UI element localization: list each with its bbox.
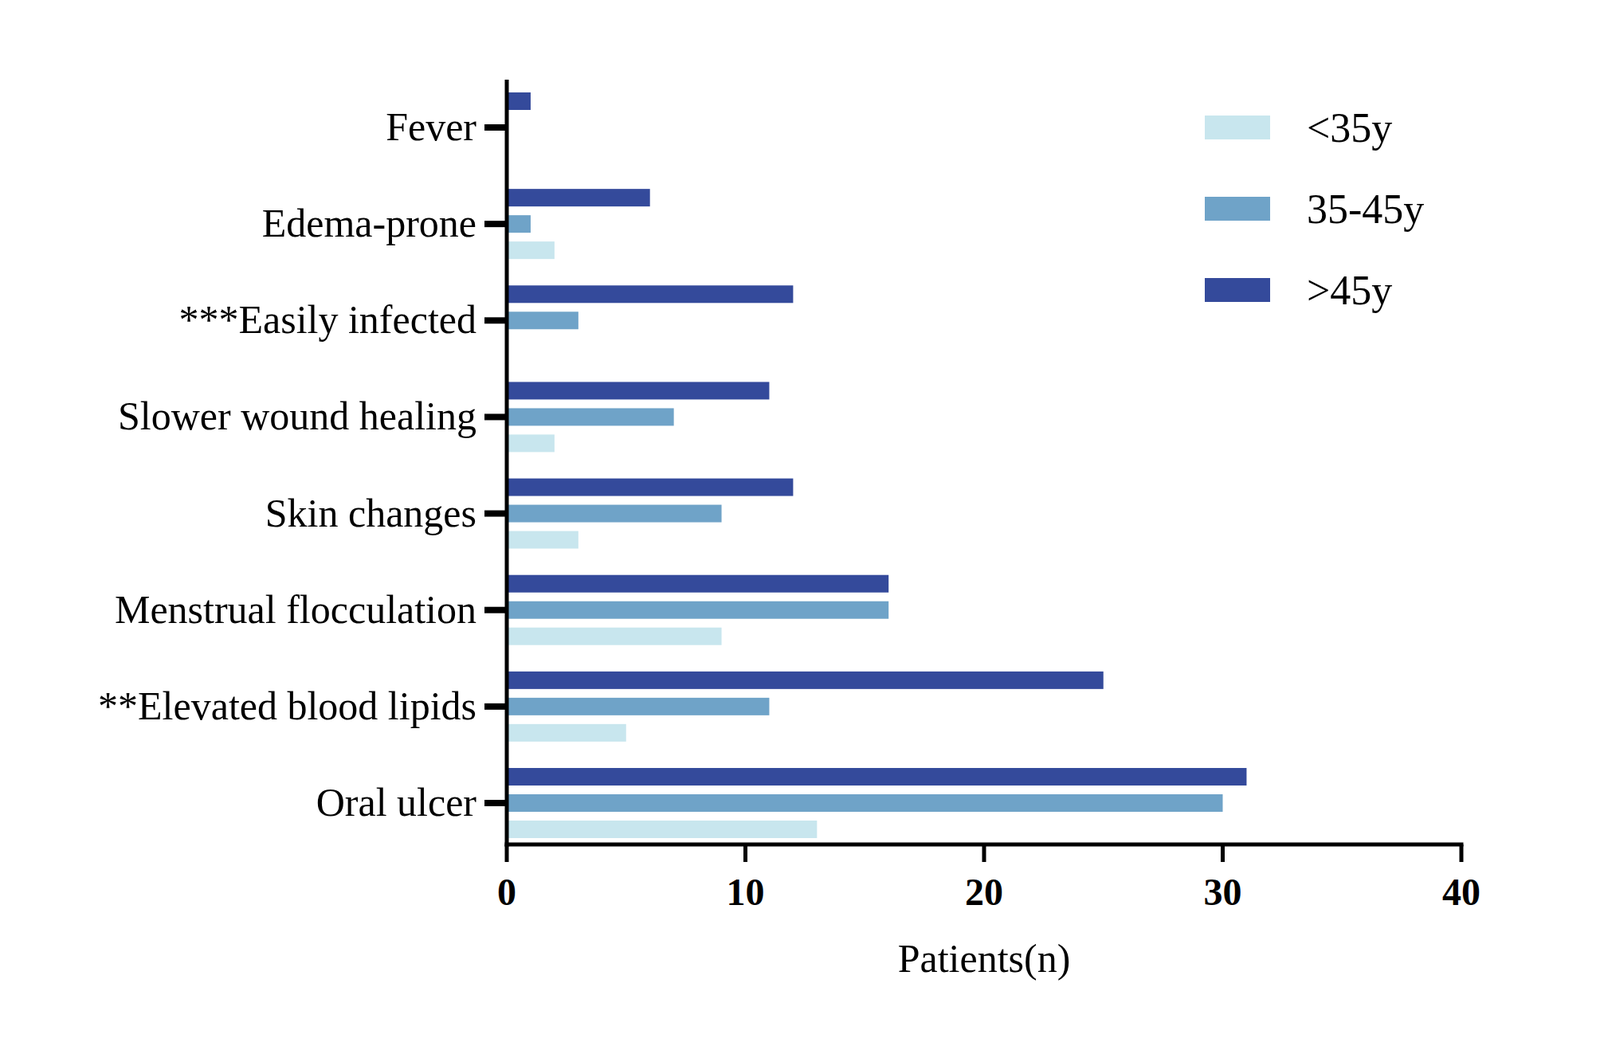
- bar: [506, 768, 1247, 786]
- bar: [506, 794, 1224, 812]
- legend: <35y 35-45y >45y: [1204, 105, 1424, 314]
- legend-label: >45y: [1306, 267, 1393, 314]
- y-tick: [484, 607, 507, 614]
- y-tick: [484, 317, 507, 324]
- bar: [506, 285, 793, 303]
- legend-swatch: [1204, 278, 1271, 302]
- legend-label: <35y: [1306, 105, 1393, 151]
- y-tick: [484, 220, 507, 228]
- category-label: **Elevated blood lipids: [98, 683, 477, 729]
- bar: [506, 434, 555, 452]
- category-label: ***Easily infected: [179, 297, 478, 342]
- bar: [506, 575, 889, 593]
- chart-root: 0 10 20 30 40 Patients(n) Fever Edema-prone ***E…: [0, 0, 1600, 1050]
- bars: [506, 92, 1247, 839]
- bar: [506, 531, 579, 550]
- category-label: Oral ulcer: [316, 780, 478, 825]
- x-tick-label: 20: [964, 870, 1004, 914]
- y-axis-line: [505, 79, 510, 848]
- x-tick: [743, 844, 748, 863]
- y-tick: [484, 413, 507, 420]
- bar: [506, 724, 627, 742]
- legend-swatch: [1204, 196, 1271, 221]
- legend-label: 35-45y: [1306, 186, 1424, 232]
- x-tick-label: 0: [497, 870, 517, 914]
- x-tick: [1459, 844, 1464, 863]
- bar: [506, 505, 722, 523]
- y-tick: [484, 703, 507, 710]
- bar: [506, 671, 1104, 690]
- bar: [506, 407, 675, 426]
- y-tick: [484, 124, 507, 131]
- bar: [506, 241, 555, 259]
- bar: [506, 627, 722, 646]
- x-axis-label: Patients(n): [898, 936, 1071, 981]
- bar: [506, 311, 579, 330]
- category-label: Slower wound healing: [117, 393, 477, 439]
- category-label: Skin changes: [265, 490, 477, 536]
- legend-swatch: [1204, 115, 1271, 140]
- bar: [506, 215, 531, 233]
- bar: [506, 381, 769, 400]
- chart: 0 10 20 30 40 Patients(n) Fever Edema-prone ***E…: [0, 0, 1600, 1050]
- x-tick-label: 30: [1203, 870, 1243, 914]
- x-tick: [505, 844, 510, 863]
- x-tick-label: 10: [726, 870, 765, 914]
- bar: [506, 601, 889, 620]
- bar: [506, 478, 793, 497]
- bar: [506, 820, 817, 839]
- y-tick: [484, 800, 507, 807]
- y-tick: [484, 510, 507, 518]
- bar: [506, 92, 531, 110]
- category-label: Fever: [385, 104, 477, 150]
- category-label: Menstrual flocculation: [114, 587, 477, 632]
- x-tick: [1220, 844, 1225, 863]
- x-tick-label: 40: [1442, 870, 1481, 914]
- x-tick: [982, 844, 987, 863]
- category-label: Edema-prone: [262, 200, 477, 246]
- bar: [506, 698, 769, 716]
- bar: [506, 188, 651, 207]
